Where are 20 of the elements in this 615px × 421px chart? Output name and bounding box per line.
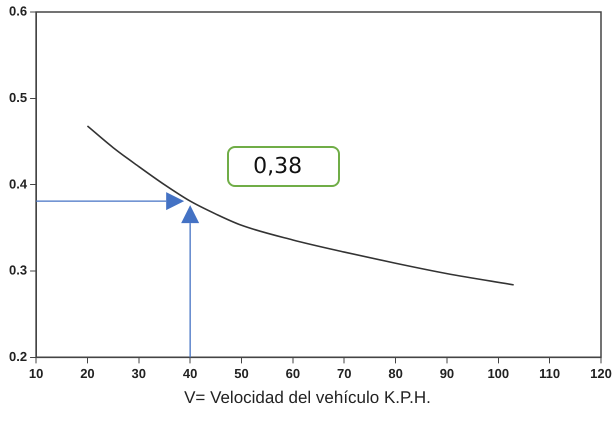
x-tick-label: 110 xyxy=(539,366,560,381)
x-tick-label: 90 xyxy=(440,366,454,381)
x-tick-label: 100 xyxy=(487,366,510,381)
x-tick-label: 30 xyxy=(132,366,146,381)
y-tick-label: 0.5 xyxy=(8,90,28,105)
x-tick-label: 20 xyxy=(80,366,95,381)
x-axis-title: V= Velocidad del vehículo K.P.H. xyxy=(183,388,432,408)
y-tick-label: 0.6 xyxy=(8,4,28,19)
x-tick-label: 70 xyxy=(336,366,352,381)
y-tick-label: 0.2 xyxy=(8,348,28,364)
x-tick-label: 10 xyxy=(28,366,44,381)
x-tick-label: 120 xyxy=(590,366,612,381)
x-tick-label: 60 xyxy=(286,366,300,381)
y-tick-label: 0.4 xyxy=(8,176,28,192)
annotation: 0,38 xyxy=(227,146,340,188)
x-tick-label: 50 xyxy=(234,366,249,381)
line-series xyxy=(86,125,514,286)
x-tick-label: 40 xyxy=(182,366,198,381)
y-tick-label: 0.3 xyxy=(8,262,28,278)
x-tick-label: 80 xyxy=(388,366,403,381)
